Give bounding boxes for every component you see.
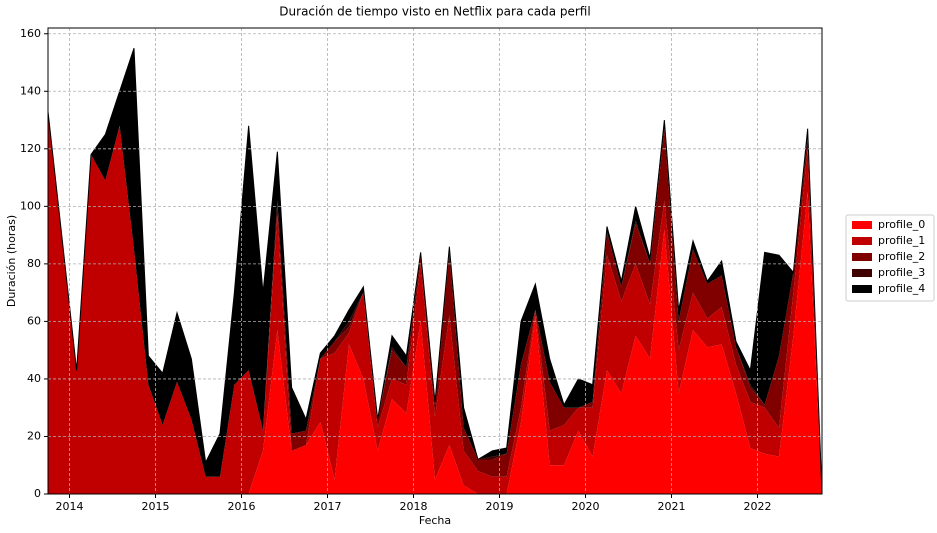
legend-swatch <box>852 253 872 261</box>
y-tick-label: 20 <box>27 429 41 442</box>
y-tick-label: 140 <box>20 84 41 97</box>
legend-box <box>845 214 935 302</box>
legend-swatch <box>852 221 872 229</box>
y-tick-label: 160 <box>20 27 41 40</box>
y-tick-label: 80 <box>27 257 41 270</box>
legend-label: profile_3 <box>878 266 925 279</box>
x-tick-label: 2015 <box>142 500 170 513</box>
y-tick-label: 100 <box>20 199 41 212</box>
y-axis-label: Duración (horas) <box>5 215 18 307</box>
x-tick-label: 2016 <box>228 500 256 513</box>
area <box>48 191 822 495</box>
legend-label: profile_0 <box>878 218 925 231</box>
x-tick-label: 2018 <box>400 500 428 513</box>
total-outline <box>47 47 823 495</box>
legend-swatch <box>852 269 872 277</box>
legend-swatch <box>852 237 872 245</box>
legend-label: profile_1 <box>878 234 925 247</box>
legend-swatch <box>852 285 872 293</box>
legend-label: profile_2 <box>878 250 925 263</box>
y-tick-label: 0 <box>34 487 41 500</box>
x-tick-label: 2020 <box>572 500 600 513</box>
x-axis-label: Fecha <box>419 514 451 527</box>
x-tick-label: 2019 <box>486 500 514 513</box>
plot-frame <box>47 27 823 495</box>
x-tick-label: 2022 <box>744 500 772 513</box>
y-tick-label: 120 <box>20 142 41 155</box>
y-tick-label: 40 <box>27 372 41 385</box>
chart-title: Duración de tiempo visto en Netflix para… <box>279 5 590 19</box>
x-tick-label: 2014 <box>56 500 84 513</box>
x-tick-label: 2021 <box>658 500 686 513</box>
y-tick-label: 60 <box>27 314 41 327</box>
legend-label: profile_4 <box>878 282 925 295</box>
area <box>48 48 822 494</box>
x-tick-label: 2017 <box>314 500 342 513</box>
